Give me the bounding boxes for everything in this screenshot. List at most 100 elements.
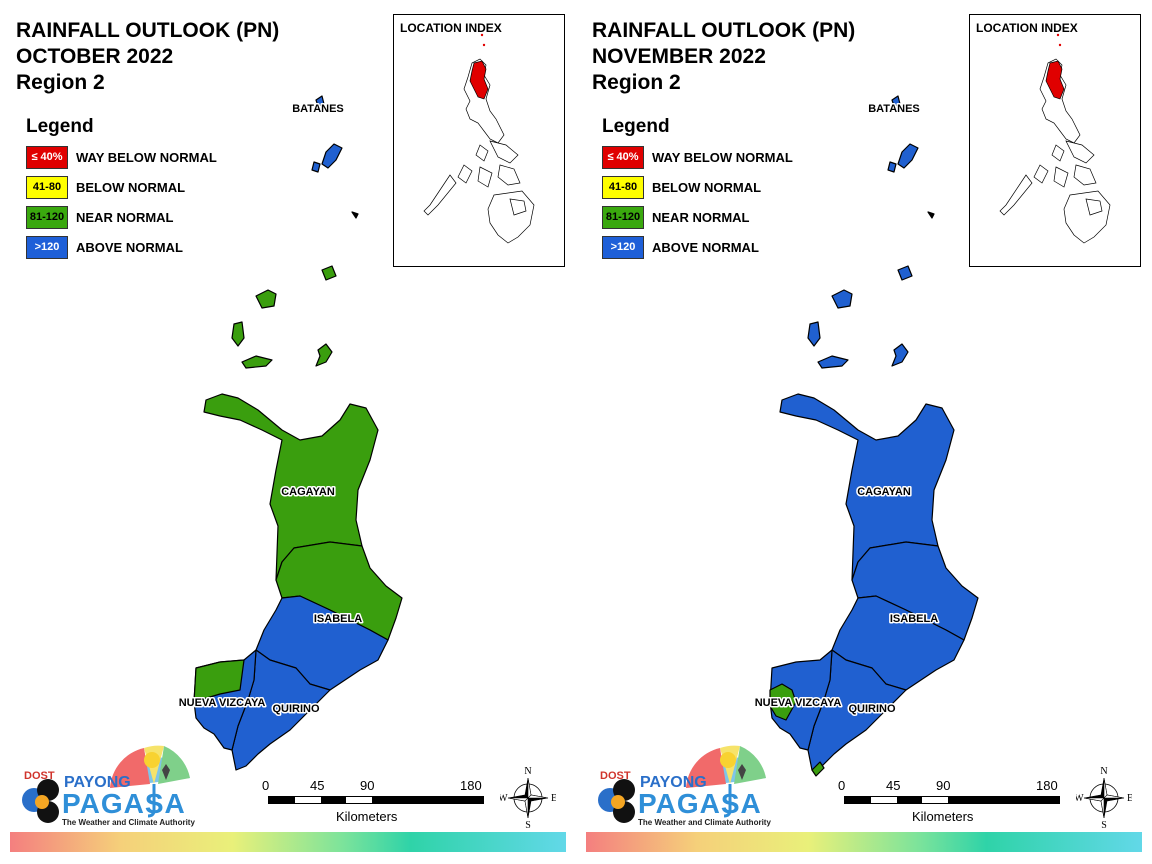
logo-pagasa: PAGASA bbox=[638, 788, 762, 819]
batanes-island bbox=[311, 161, 321, 173]
title-line-3: Region 2 bbox=[16, 71, 105, 94]
legend: Legend ≤ 40% WAY BELOW NORMAL 41-80 BELO… bbox=[602, 116, 793, 266]
babuyan-island bbox=[255, 289, 277, 309]
legend-swatch: ≤ 40% bbox=[602, 146, 644, 169]
title-line-2: NOVEMBER 2022 bbox=[592, 45, 766, 68]
map-title: RAINFALL OUTLOOK (PN) OCTOBER 2022 Regio… bbox=[16, 18, 279, 96]
scale-bar: 0 45 90 180 Kilometers bbox=[262, 778, 492, 828]
legend-label: NEAR NORMAL bbox=[76, 210, 174, 225]
compass-w: W bbox=[500, 793, 508, 804]
inset-title: LOCATION INDEX bbox=[976, 21, 1078, 35]
islet bbox=[927, 211, 935, 219]
region-2-highlight bbox=[1045, 60, 1065, 100]
philippines-locator-map bbox=[423, 33, 535, 244]
map-label-nueva-vizcaya: NUEVA VIZCAYA bbox=[755, 697, 842, 709]
compass-s: S bbox=[525, 820, 531, 828]
location-index-inset: LOCATION INDEX bbox=[969, 14, 1141, 267]
babuyan-island bbox=[807, 321, 821, 347]
scale-tick: 45 bbox=[310, 778, 325, 793]
legend-swatch: 81-120 bbox=[26, 206, 68, 229]
logo-pagasa: PAGASA bbox=[62, 788, 186, 819]
legend-item: 81-120 NEAR NORMAL bbox=[26, 206, 174, 236]
scale-tick: 90 bbox=[936, 778, 951, 793]
map-label-cagayan: CAGAYAN bbox=[281, 486, 335, 498]
scale-tick: 0 bbox=[838, 778, 846, 793]
legend: Legend ≤ 40% WAY BELOW NORMAL 41-80 BELO… bbox=[26, 116, 217, 266]
map-label-quirino: QUIRINO bbox=[272, 703, 320, 715]
north-arrow-compass: N E S W bbox=[1074, 764, 1133, 831]
logo-tagline: The Weather and Climate Authority bbox=[62, 818, 195, 827]
batanes-island bbox=[321, 143, 343, 169]
north-arrow-compass: N E S W bbox=[498, 764, 557, 831]
logo-tagline: The Weather and Climate Authority bbox=[638, 818, 771, 827]
map-label-nueva-vizcaya: NUEVA VIZCAYA bbox=[179, 697, 266, 709]
legend-label: BELOW NORMAL bbox=[76, 180, 186, 195]
scale-tick: 45 bbox=[886, 778, 901, 793]
legend-item: 81-120 NEAR NORMAL bbox=[602, 206, 750, 236]
footer-gradient-bar bbox=[10, 832, 566, 852]
legend-title: Legend bbox=[602, 116, 670, 137]
legend-label: WAY BELOW NORMAL bbox=[652, 150, 793, 165]
compass-e: E bbox=[1127, 793, 1132, 804]
map-label-quirino: QUIRINO bbox=[848, 703, 896, 715]
legend-swatch: 41-80 bbox=[602, 176, 644, 199]
legend-item: >120 ABOVE NORMAL bbox=[602, 236, 759, 266]
outlook-panel-november: RAINFALL OUTLOOK (PN) NOVEMBER 2022 Regi… bbox=[576, 0, 1152, 864]
title-line-3: Region 2 bbox=[592, 71, 681, 94]
region-2-map: BATANES CAGAYAN ISABELA QUIRINO NUEVA VI… bbox=[753, 95, 979, 777]
cagayan-province bbox=[203, 393, 379, 581]
umbrella-logo-graphic bbox=[598, 745, 766, 823]
babuyan-island bbox=[241, 355, 273, 369]
compass-e: E bbox=[551, 793, 556, 804]
legend-item: ≤ 40% WAY BELOW NORMAL bbox=[602, 146, 793, 176]
legend-item: ≤ 40% WAY BELOW NORMAL bbox=[26, 146, 217, 176]
title-line-1: RAINFALL OUTLOOK (PN) bbox=[592, 19, 856, 42]
legend-swatch: >120 bbox=[26, 236, 68, 259]
babuyan-island bbox=[891, 343, 909, 367]
scale-tick: 180 bbox=[460, 778, 482, 793]
nueva-vizcaya-province bbox=[769, 649, 833, 751]
map-label-isabela: ISABELA bbox=[314, 613, 362, 625]
compass-n: N bbox=[524, 766, 531, 777]
cagayan-province bbox=[779, 393, 955, 581]
babuyan-island bbox=[315, 343, 333, 367]
legend-swatch: ≤ 40% bbox=[26, 146, 68, 169]
compass-n: N bbox=[1100, 766, 1107, 777]
region-2-map: BATANES CAGAYAN ISABELA QUIRINO NUEVA VI… bbox=[177, 95, 403, 771]
map-label-isabela: ISABELA bbox=[890, 613, 938, 625]
logo-payong: PAYONG bbox=[64, 774, 131, 791]
legend-label: ABOVE NORMAL bbox=[652, 240, 759, 255]
legend-swatch: 41-80 bbox=[26, 176, 68, 199]
scale-bar-graphic bbox=[844, 796, 1060, 804]
nueva-vizcaya-south bbox=[811, 761, 825, 777]
footer-gradient-bar bbox=[586, 832, 1142, 852]
babuyan-island bbox=[231, 321, 245, 347]
islet bbox=[351, 211, 359, 219]
logo-payong: PAYONG bbox=[640, 774, 707, 791]
map-label-cagayan: CAGAYAN bbox=[857, 486, 911, 498]
nueva-vizcaya-west bbox=[193, 659, 245, 703]
babuyan-island bbox=[831, 289, 853, 309]
legend-title: Legend bbox=[26, 116, 94, 137]
scale-bar-graphic bbox=[268, 796, 484, 804]
legend-label: WAY BELOW NORMAL bbox=[76, 150, 217, 165]
legend-item: 41-80 BELOW NORMAL bbox=[26, 176, 185, 206]
batanes-island bbox=[897, 143, 919, 169]
logo-dost: DOST bbox=[24, 770, 55, 782]
map-title: RAINFALL OUTLOOK (PN) NOVEMBER 2022 Regi… bbox=[592, 18, 855, 96]
scale-units: Kilometers bbox=[336, 809, 398, 824]
scale-units: Kilometers bbox=[912, 809, 974, 824]
babuyan-island bbox=[897, 265, 913, 281]
pagasa-logo: DOST PAYONG PAGASA The Weather and Clima… bbox=[590, 740, 780, 832]
babuyan-island bbox=[321, 265, 337, 281]
outlook-panel-october: RAINFALL OUTLOOK (PN) OCTOBER 2022 Regio… bbox=[10, 14, 566, 852]
legend-label: BELOW NORMAL bbox=[652, 180, 762, 195]
batanes-island bbox=[315, 95, 325, 107]
batanes-island bbox=[887, 161, 897, 173]
region-2-highlight bbox=[469, 60, 489, 100]
compass-w: W bbox=[1076, 793, 1084, 804]
map-label-batanes: BATANES bbox=[868, 103, 920, 115]
nueva-vizcaya-west bbox=[769, 683, 797, 721]
legend-swatch: 81-120 bbox=[602, 206, 644, 229]
title-line-1: RAINFALL OUTLOOK (PN) bbox=[16, 19, 280, 42]
